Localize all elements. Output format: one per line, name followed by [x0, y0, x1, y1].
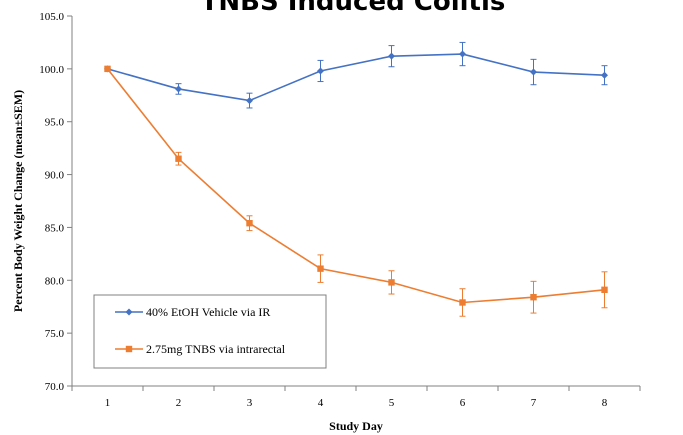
legend-marker: [125, 345, 133, 353]
x-axis-label: Study Day: [329, 419, 383, 433]
data-point: [530, 68, 537, 76]
y-tick-label: 85.0: [45, 222, 65, 234]
data-point: [175, 85, 182, 93]
data-point: [246, 97, 253, 105]
y-axis-label: Percent Body Weight Change (mean±SEM): [11, 90, 25, 312]
y-axis-ticks: 70.0 75.0 80.0 85.0 90.0 95.0 100.0 105.0: [39, 11, 72, 393]
data-point: [530, 294, 537, 301]
x-tick-label: 3: [247, 397, 253, 409]
data-point: [175, 155, 182, 162]
legend: 40% EtOH Vehicle via IR 2.75mg TNBS via i…: [93, 294, 327, 369]
x-tick-label: 1: [105, 397, 111, 409]
x-tick-label: 8: [602, 397, 608, 409]
legend-label: 2.75mg TNBS via intrarectal: [146, 342, 286, 356]
series-0: [104, 41, 608, 109]
series-line: [106, 68, 605, 304]
data-point: [459, 299, 466, 306]
legend-box: [93, 294, 327, 369]
data-point: [459, 50, 466, 58]
data-point: [317, 67, 324, 75]
legend-marker: [125, 308, 133, 316]
data-point: [388, 279, 395, 286]
x-tick-label: 7: [531, 397, 537, 409]
data-point: [104, 65, 111, 73]
series-line: [107, 53, 605, 102]
x-axis-ticks: 1 2 3 4 5 6 7 8: [71, 386, 641, 409]
x-tick-label: 4: [318, 397, 324, 409]
x-tick-label: 6: [460, 397, 466, 409]
chart-title-group: TNBS Induced Colitis: [201, 0, 506, 17]
y-tick-label: 70.0: [45, 381, 65, 393]
data-point: [601, 71, 608, 79]
series-layer: [104, 41, 608, 317]
data-point: [317, 265, 324, 272]
y-tick-label: 80.0: [45, 275, 65, 287]
y-tick-label: 105.0: [39, 11, 64, 23]
series-1: [104, 65, 608, 317]
x-tick-label: 2: [176, 397, 182, 409]
data-point: [246, 220, 253, 227]
data-point: [601, 286, 608, 293]
y-tick-label: 95.0: [45, 117, 65, 129]
y-tick-label: 75.0: [45, 328, 65, 340]
data-point: [388, 52, 395, 60]
x-tick-label: 5: [389, 397, 395, 409]
legend-label: 40% EtOH Vehicle via IR: [146, 305, 270, 319]
y-tick-label: 100.0: [39, 64, 64, 76]
y-tick-label: 90.0: [45, 170, 65, 182]
chart-title: TNBS Induced Colitis: [201, 0, 506, 17]
